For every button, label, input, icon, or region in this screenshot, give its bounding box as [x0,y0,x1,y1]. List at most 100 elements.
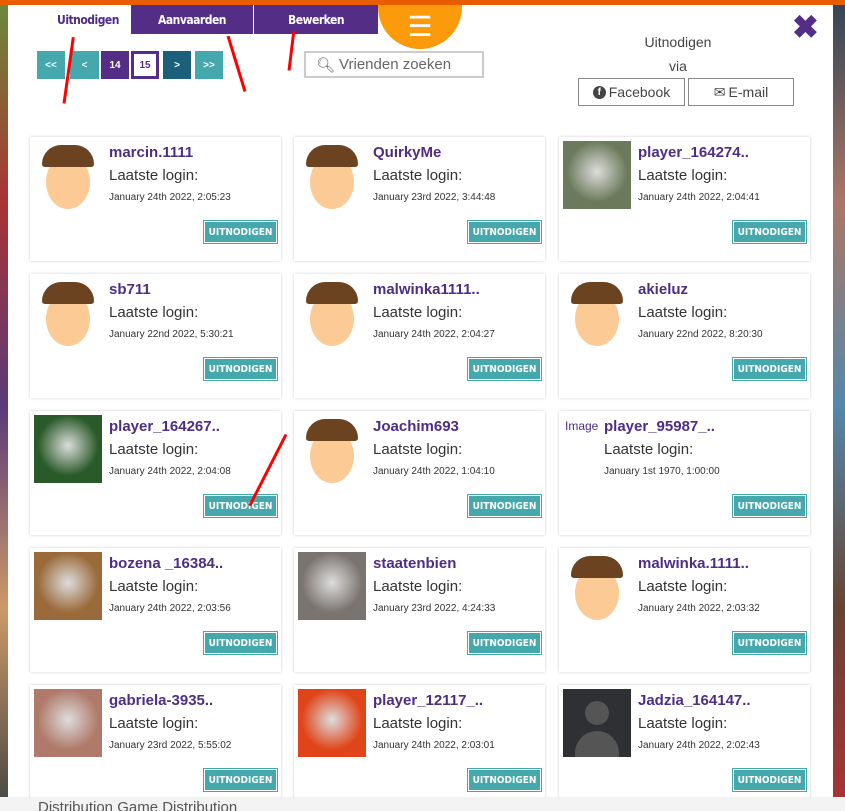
search-input[interactable]: 🔍︎ Vrienden zoeken [304,51,484,78]
invite-button[interactable]: UITNODIGEN [203,631,278,655]
friend-name[interactable]: player_164274.. [638,144,749,161]
invite-via-label: Uitnodigen [644,34,712,50]
friend-name[interactable]: marcin.1111 [109,144,194,161]
invite-button[interactable]: UITNODIGEN [467,220,542,244]
friend-card: Joachim693 Laatste login: January 24th 2… [294,411,545,535]
friend-name[interactable]: sb711 [109,281,151,298]
friend-name[interactable]: Joachim693 [373,418,459,435]
avatar-photo [563,141,631,209]
last-login-label: Laatste login: [109,578,199,595]
first-page-button[interactable]: << [37,51,65,79]
invite-button[interactable]: UITNODIGEN [203,768,278,792]
top-bar [0,0,845,5]
last-login-label: Laatste login: [638,304,728,321]
friend-card: sb711 Laatste login: January 22nd 2022, … [30,274,281,398]
page-button-14[interactable]: 14 [101,51,129,79]
invite-button[interactable]: UITNODIGEN [732,768,807,792]
friend-name[interactable]: malwinka1111.. [373,281,480,298]
friend-name[interactable]: player_164267.. [109,418,220,435]
last-login-date: January 24th 2022, 2:03:01 [373,740,495,751]
last-login-date: January 24th 2022, 2:03:32 [638,603,760,614]
avatar-hair [42,145,94,167]
friend-name[interactable]: gabriela-3935.. [109,692,214,709]
friend-card: player_12117_.. Laatste login: January 2… [294,685,545,809]
friend-name[interactable]: bozena _16384.. [109,555,224,572]
avatar-hair [571,556,623,578]
last-login-label: Laatste login: [373,304,463,321]
friend-card: malwinka1111.. Laatste login: January 24… [294,274,545,398]
friend-card: gabriela-3935.. Laatste login: January 2… [30,685,281,809]
friend-name[interactable]: Jadzia_164147.. [638,692,751,709]
friend-name[interactable]: akieluz [638,281,689,298]
invite-button[interactable]: UITNODIGEN [732,631,807,655]
friend-card: Image player_95987_.. Laatste login: Jan… [559,411,810,535]
last-login-date: January 22nd 2022, 5:30:21 [109,329,234,340]
facebook-icon: f [592,85,606,99]
close-icon[interactable]: ✖ [792,9,819,45]
avatar-photo [298,689,366,757]
last-login-date: January 24th 2022, 1:04:10 [373,466,495,477]
friend-name[interactable]: player_95987_.. [604,418,715,435]
invite-button[interactable]: UITNODIGEN [732,494,807,518]
page-button-15-current[interactable]: 15 [131,51,159,79]
friend-name[interactable]: QuirkyMe [373,144,442,161]
invite-button[interactable]: UITNODIGEN [203,220,278,244]
avatar [563,141,631,209]
last-login-label: Laatste login: [373,441,463,458]
last-login-label: Laatste login: [373,715,463,732]
facebook-button[interactable]: f Facebook [578,78,685,106]
last-login-date: January 22nd 2022, 8:20:30 [638,329,763,340]
next-page-button[interactable]: > [163,51,191,79]
invite-button[interactable]: UITNODIGEN [467,768,542,792]
avatar [298,141,366,209]
hamburger-icon: ☰ [407,11,433,42]
friend-name[interactable]: staatenbien [373,555,457,572]
friend-card: bozena _16384.. Laatste login: January 2… [30,548,281,672]
last-login-date: January 24th 2022, 2:02:43 [638,740,760,751]
invite-button[interactable]: UITNODIGEN [203,494,278,518]
avatar [298,278,366,346]
friend-name[interactable]: malwinka.1111.. [638,555,749,572]
invite-button[interactable]: UITNODIGEN [467,494,542,518]
avatar [34,552,102,620]
friend-card: akieluz Laatste login: January 22nd 2022… [559,274,810,398]
search-icon: 🔍︎ [316,56,336,74]
envelope-icon: ✉ [713,83,726,100]
avatar-photo [34,552,102,620]
tab-accept[interactable]: Aanvaarden [131,5,253,34]
avatar-hair [306,282,358,304]
friend-name[interactable]: player_12117_.. [373,692,484,709]
menu-button[interactable]: ☰ [378,0,462,49]
avatar [34,278,102,346]
last-login-date: January 24th 2022, 2:04:27 [373,329,495,340]
avatar-photo [298,552,366,620]
last-login-date: January 24th 2022, 2:04:41 [638,192,760,203]
background-right [833,0,845,811]
last-login-label: Laatste login: [109,441,199,458]
avatar-hair [571,282,623,304]
invite-button[interactable]: UITNODIGEN [467,631,542,655]
invite-via-label-2: via [669,58,687,74]
tab-edit[interactable]: Bewerken [254,5,378,34]
prev-page-button[interactable]: < [70,51,99,79]
last-login-date: January 23rd 2022, 4:24:33 [373,603,496,614]
invite-button[interactable]: UITNODIGEN [732,220,807,244]
last-login-date: January 23rd 2022, 3:44:48 [373,192,496,203]
last-page-button[interactable]: >> [195,51,223,79]
last-login-label: Laatste login: [373,578,463,595]
tab-invite[interactable]: Uitnodigen [57,12,119,27]
avatar [563,278,631,346]
friends-panel: Uitnodigen Aanvaarden Bewerken ☰ ✖ << < … [8,0,833,809]
invite-button[interactable]: UITNODIGEN [467,357,542,381]
invite-button[interactable]: UITNODIGEN [732,357,807,381]
last-login-date: January 23rd 2022, 5:55:02 [109,740,232,751]
last-login-label: Laatste login: [638,167,728,184]
avatar-hair [306,419,358,441]
footer: Distribution Game Distribution [0,797,845,811]
avatar-hair [42,282,94,304]
invite-button[interactable]: UITNODIGEN [203,357,278,381]
last-login-label: Laatste login: [638,578,728,595]
email-button[interactable]: ✉ E-mail [688,78,794,106]
background-left [0,0,8,811]
avatar [34,415,102,483]
